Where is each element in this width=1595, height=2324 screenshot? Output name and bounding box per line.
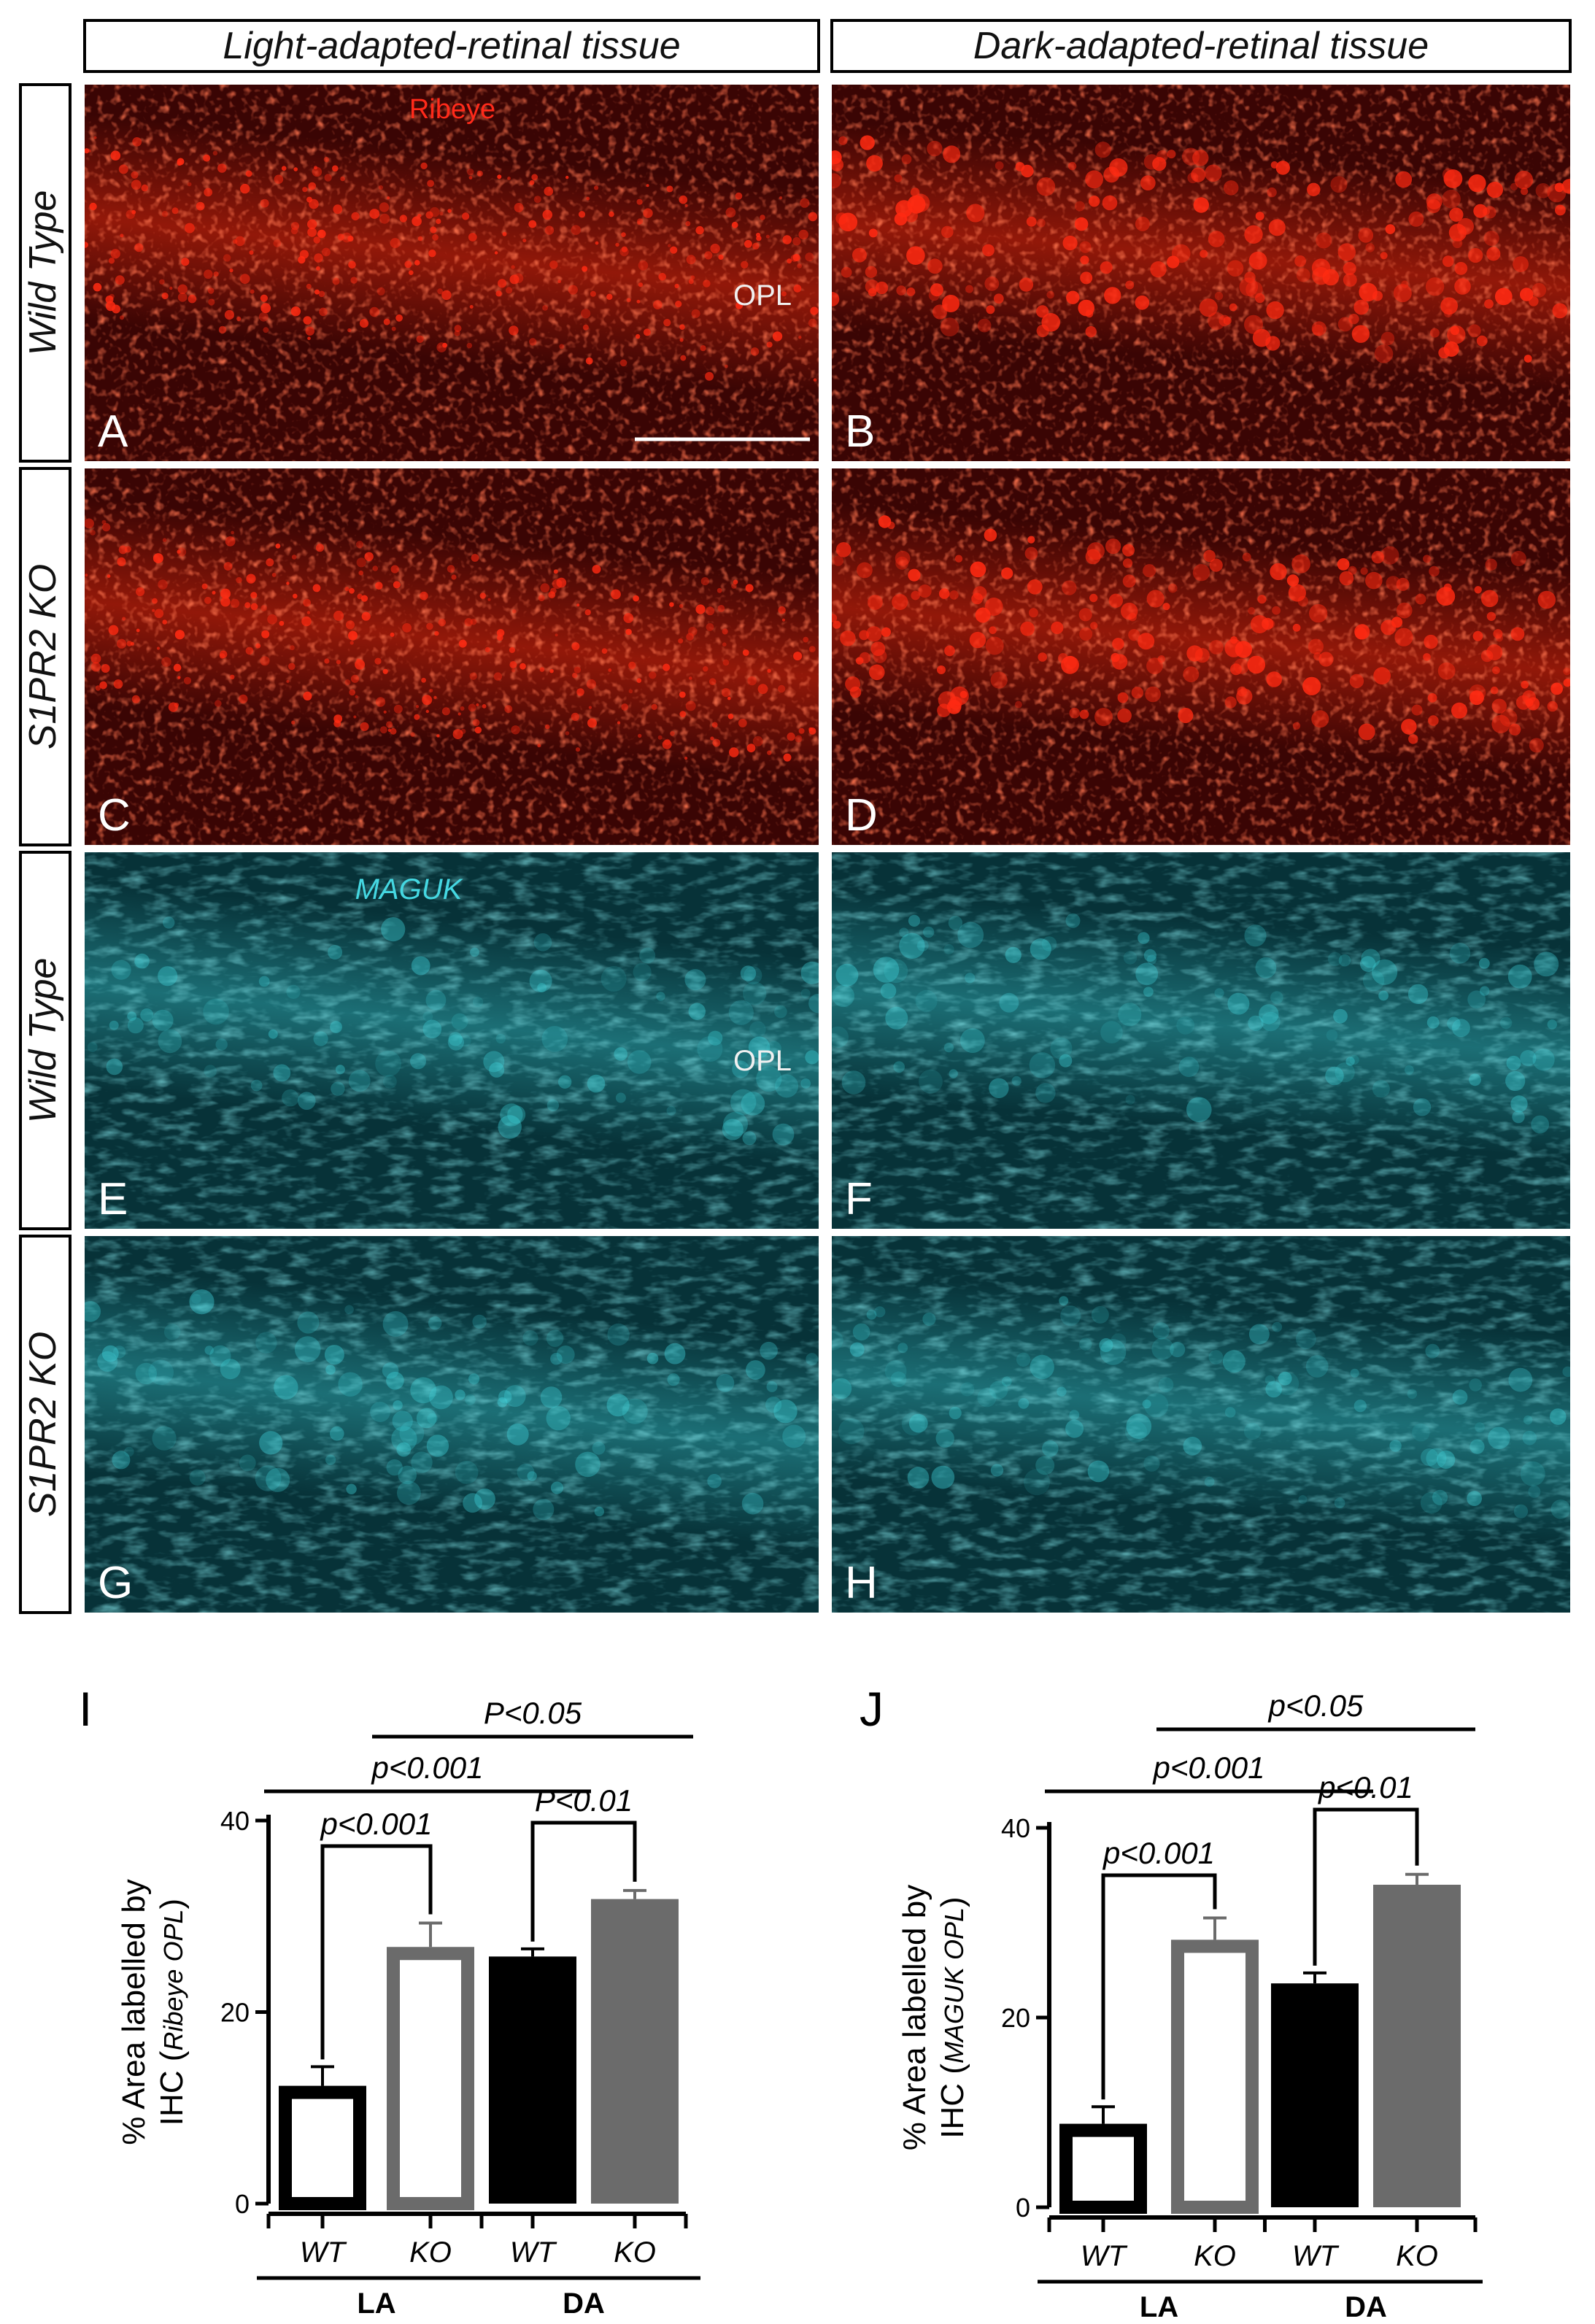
y-axis-sublabel: IHC (Ribeye OPL) [154,1899,190,2126]
group-label: LA [1140,2291,1178,2323]
group-label: DA [563,2288,605,2320]
y-axis-label: % Area labelled by [116,1879,152,2145]
row-label-4-text: S1PR2 KO [22,1332,64,1517]
significance-label: p<0.05 [1267,1688,1364,1723]
row-label-3-text: Wild Type [22,958,64,1124]
bar [489,1956,576,2204]
opl-label-top: OPL [733,279,792,312]
significance-bracket [530,1821,637,1942]
panel-letter-h: H [845,1558,878,1608]
x-category-label: WT [300,2236,347,2269]
panel-letter-f: F [845,1174,873,1224]
row-label-1: Wild Type [19,83,72,463]
x-category-label: KO [614,2236,656,2269]
y-tick-label: 20 [220,1998,250,2028]
row-label-2: S1PR2 KO [19,467,72,846]
bar [1059,2123,1147,2215]
panel-letter-e: E [98,1174,128,1224]
chart-letter: I [79,1682,92,1736]
panel-b: B [832,85,1570,461]
significance-label: P<0.05 [484,1696,582,1730]
ribeye-label: Ribeye [409,94,495,125]
bar [387,1947,474,2210]
maguk-label: MAGUK [355,873,464,906]
y-tick-label: 0 [235,2189,250,2219]
panel-e: E [85,852,819,1229]
column-header-light-text: Light-adapted-retinal tissue [223,25,680,67]
bar [1171,1939,1259,2214]
panel-letter-c: C [98,790,131,841]
chart-panel-i: I 0 20 40 % Area labelled by IHC (Ribeye OPL)… [79,1682,700,2320]
group-label: LA [357,2288,395,2320]
significance-label: p<0.01 [1317,1770,1413,1804]
y-axis-sublabel: IHC (MAGUK OPL) [935,1896,970,2138]
x-category-label: KO [1396,2240,1438,2272]
panel-letter-d: D [845,790,878,841]
x-category-label: WT [1081,2240,1128,2272]
column-header-light: Light-adapted-retinal tissue [83,19,820,73]
significance-label: p<0.001 [1152,1750,1265,1785]
significance-label: P<0.01 [535,1783,633,1818]
y-tick-label: 20 [1001,2003,1030,2033]
panel-f: F [832,852,1570,1229]
y-tick-label: 40 [1001,1813,1030,1843]
chart-panel-j: J 0 20 40 % Area labelled by IHC (MAGUK OPL) W… [860,1682,1483,2323]
panel-a: A [85,85,819,461]
y-tick-label: 40 [220,1806,250,1836]
bar [1373,1885,1461,2207]
micrograph-grid: A B C D E F G H [85,85,1570,1613]
x-category-label: WT [1292,2240,1340,2272]
x-category-label: KO [409,2236,452,2269]
row-label-3: Wild Type [19,851,72,1230]
row-label-1-text: Wild Type [22,190,64,356]
x-category-label: KO [1194,2240,1236,2272]
bar [1271,1983,1359,2207]
bar [279,2085,366,2210]
panel-letter-a: A [98,406,128,457]
significance-bracket [1101,1873,1217,2100]
row-label-4: S1PR2 KO [19,1235,72,1614]
significance-bracket [320,1844,433,2060]
y-axis-label: % Area labelled by [897,1885,932,2150]
significance-label: p<0.001 [371,1750,484,1785]
x-category-label: WT [510,2236,557,2269]
panel-g: G [85,1236,819,1613]
bar [591,1899,679,2204]
group-label: DA [1345,2291,1387,2323]
panel-letter-b: B [845,406,875,457]
column-header-dark-text: Dark-adapted-retinal tissue [973,25,1429,67]
significance-label: p<0.001 [320,1807,433,1841]
panel-h: H [832,1236,1570,1613]
panel-d: D [832,468,1570,845]
panel-c: C [85,468,819,845]
significance-bracket [1313,1807,1419,1966]
significance-label: p<0.001 [1102,1836,1215,1870]
panel-letter-g: G [98,1558,133,1608]
row-label-2-text: S1PR2 KO [22,564,64,749]
chart-letter: J [860,1682,884,1736]
y-tick-label: 0 [1016,2193,1030,2223]
column-header-dark: Dark-adapted-retinal tissue [830,19,1572,73]
opl-label-bottom: OPL [733,1045,792,1077]
